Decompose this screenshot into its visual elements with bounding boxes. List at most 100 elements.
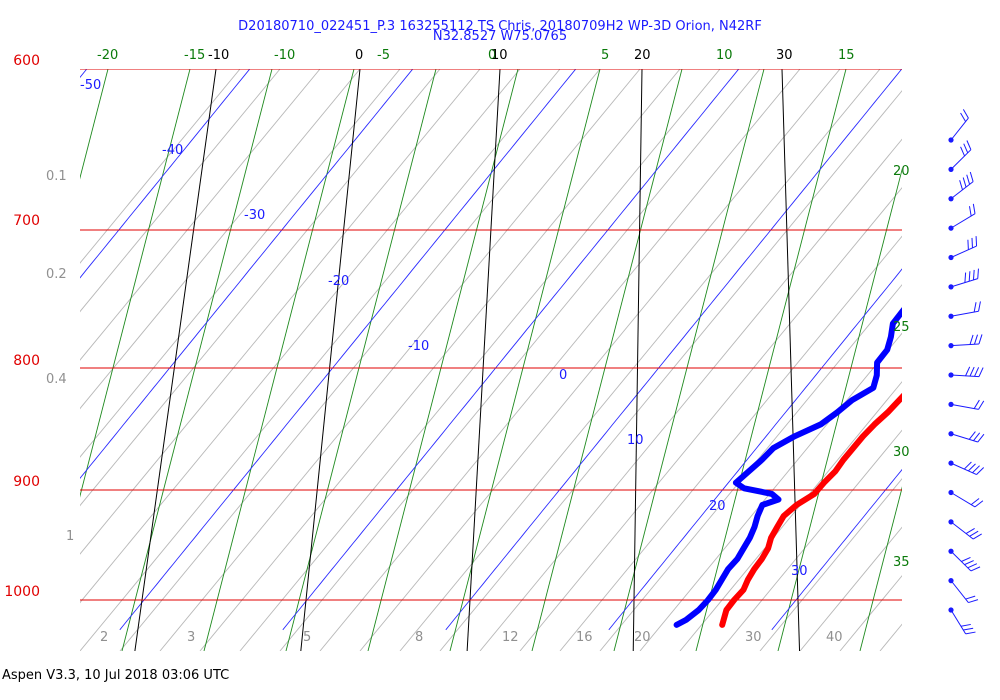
wind-barb-flag (963, 461, 972, 470)
mixing-ratio-line (359, 69, 841, 651)
temperature-label: -50 (80, 78, 101, 93)
mixing-ratio-line (559, 235, 902, 651)
pressure-label: 900 (13, 474, 40, 490)
mixing-ratio-line (599, 284, 902, 651)
mixing-ratio-line (80, 69, 441, 507)
wind-barb (948, 489, 984, 508)
mixing-ratio-line (80, 69, 321, 361)
mixing-ratio-line (159, 69, 641, 651)
wind-barb-flag (972, 203, 976, 214)
wind-barb-flag (960, 623, 971, 627)
mixing-ratio-line (80, 69, 241, 264)
wind-barbs (948, 109, 985, 635)
wind-barb-flag (962, 177, 967, 188)
plot-lines (80, 69, 1000, 651)
dry-adiabat-label: 10 (716, 48, 733, 63)
axis-labels: 6007008009001000-50-40-30-20-1001020300.… (4, 48, 909, 645)
black-isopleth-label: 10 (491, 48, 508, 63)
mixing-ratio-line (319, 69, 801, 651)
wind-barb-flag (965, 595, 976, 600)
dry-adiabat-line (203, 69, 355, 651)
wind-barb-flag (964, 272, 967, 283)
temperature-label: 30 (791, 564, 808, 579)
dry-adiabat-label: -20 (97, 48, 118, 63)
mixing-ratio-line (119, 69, 601, 651)
mixing-ratio-label: 5 (303, 630, 311, 645)
wind-barb-flag (968, 431, 976, 440)
mixing-ratio-line (519, 187, 902, 651)
wind-barb-flag (978, 367, 984, 377)
wind-barb-flag (974, 367, 980, 377)
wind-barb (948, 334, 983, 349)
mixing-ratio-label: 3 (187, 630, 195, 645)
wind-barb-flag (960, 146, 965, 157)
wind-barb-shaft (950, 550, 972, 572)
wind-barb-flag (974, 334, 979, 345)
mixing-ratio-label: 0.4 (46, 372, 67, 387)
mixing-ratio-line (639, 332, 902, 651)
wind-barb-flag (968, 271, 971, 282)
wind-barb (948, 203, 976, 231)
temperature-label: 20 (709, 499, 726, 514)
pressure-label: 800 (13, 353, 40, 369)
wind-barb-flag (966, 174, 971, 185)
wind-barb-shaft (950, 343, 979, 347)
wind-barb-flag (973, 399, 980, 409)
mixing-ratio-label: 8 (415, 630, 423, 645)
dry-adiabat-line (80, 69, 191, 498)
dry-adiabat-label: 5 (601, 48, 609, 63)
mixing-ratio-line (80, 69, 281, 313)
wind-barb-flag (978, 301, 981, 312)
moist-isopleth-line (466, 69, 501, 651)
footer-text: Aspen V3.3, 10 Jul 2018 03:06 UTC (2, 668, 230, 683)
wind-barb (948, 109, 969, 143)
dry-adiabat-label: 15 (838, 48, 855, 63)
wind-barb-flag (961, 556, 971, 562)
wind-barb (948, 268, 979, 290)
wind-barb-shaft (950, 278, 978, 288)
isotherm-line (80, 69, 251, 279)
isotherm-line (80, 69, 88, 79)
mixing-ratio-label: 0.2 (46, 267, 67, 282)
wind-barb (948, 366, 984, 378)
black-isopleth-label: 0 (355, 48, 363, 63)
moist-adiabat-label: 20 (893, 164, 910, 179)
wind-barb (948, 431, 985, 443)
wind-barb-flag (976, 467, 985, 475)
black-isopleth-label: -10 (208, 48, 229, 63)
wind-barb-flag (970, 498, 980, 505)
wind-barb-flag (974, 500, 984, 508)
wind-barb (948, 460, 985, 475)
wind-barb-flag (965, 527, 975, 534)
wind-barb (948, 399, 985, 410)
wind-barb-shaft (950, 149, 972, 170)
wind-barb-shaft (950, 492, 976, 508)
mixing-ratio-line (80, 69, 521, 604)
wind-barb-flag (978, 400, 985, 410)
wind-barb-flag (972, 269, 975, 280)
moist-adiabat-label: 35 (893, 555, 910, 570)
dry-adiabat-line (613, 69, 765, 651)
wind-barb-flag (973, 432, 981, 442)
mixing-ratio-label: 16 (576, 630, 593, 645)
chart-title-line2: N32.8527 W75.0765 (433, 29, 567, 44)
pressure-label: 1000 (4, 584, 40, 600)
wind-barb-shaft (950, 374, 979, 378)
mixing-ratio-line (759, 478, 902, 651)
mixing-ratio-line (719, 429, 902, 651)
wind-barb (948, 548, 981, 572)
wind-barb-flag (972, 465, 980, 474)
pressure-label: 600 (13, 53, 40, 69)
wind-barb-shaft (950, 181, 974, 200)
mixing-ratio-line (920, 69, 1000, 651)
wind-barb-flag (969, 530, 979, 537)
mixing-ratio-line (399, 69, 881, 651)
mixing-ratio-line (199, 69, 681, 651)
wind-barb-flag (968, 599, 979, 604)
chart-title-line1: D20180710_022451_P.3 163255112 TS Chris,… (238, 19, 762, 34)
wind-barb-shaft (950, 213, 976, 229)
dewpoint-trace (673, 307, 902, 628)
dry-adiabat-label: -5 (377, 48, 390, 63)
dry-adiabat-label: -10 (274, 48, 295, 63)
wind-barb (948, 301, 981, 319)
